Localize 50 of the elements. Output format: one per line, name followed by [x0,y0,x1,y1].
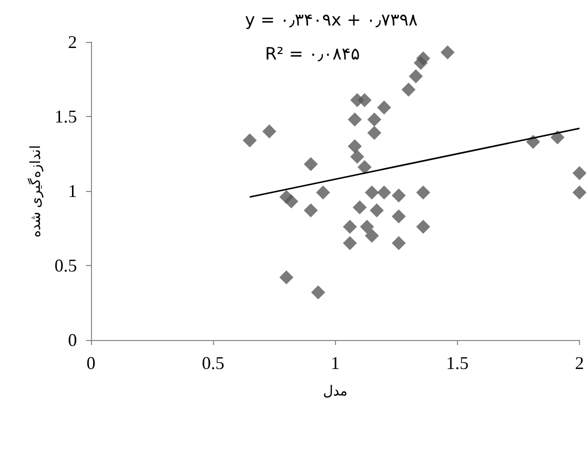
x-tick-label: 0.5 [202,353,224,373]
point [572,166,586,180]
point [350,150,364,164]
text: y = ۰٫۳۴۰۹x + ۰٫۷۳۹۸ [245,10,418,30]
y-axis-title: اندازه‌گیری شده [27,144,44,238]
point [279,270,294,284]
point [416,185,430,200]
annotation: R² = ۰٫۰۸۴۵ [265,44,360,64]
point [262,124,276,138]
point [316,185,330,200]
x-tick-label: 1 [330,353,340,373]
point [408,69,423,84]
x-tick-label: 1.5 [446,353,469,373]
point [440,45,455,60]
point [284,194,298,208]
point [392,209,406,224]
point [392,236,406,250]
point [352,200,367,214]
point [370,203,384,218]
point [367,112,382,126]
point [416,51,430,66]
point [572,185,586,200]
x-axis-title: مدل [322,384,348,400]
point [348,139,362,154]
point [348,112,362,126]
point [367,126,382,140]
y-tick-label: 1 [68,181,77,201]
point [416,220,430,234]
point [377,100,392,115]
y-tick-label: 0 [68,330,77,350]
point [311,285,326,300]
point [377,185,392,200]
point [358,93,372,108]
point [364,228,379,243]
point [358,160,372,174]
point [304,203,318,218]
x-tick-label: 0 [86,353,96,373]
point [242,133,257,148]
x-tick-label: 2 [575,353,584,373]
point [304,157,318,172]
point [360,220,374,234]
point [402,82,416,97]
point [550,130,565,144]
point [392,188,406,202]
y-tick-label: 1.5 [54,106,77,126]
y-tick-label: 2 [68,32,77,52]
point [342,236,357,250]
y-tick-label: 0.5 [54,256,77,276]
point [342,220,357,234]
point [364,185,379,200]
